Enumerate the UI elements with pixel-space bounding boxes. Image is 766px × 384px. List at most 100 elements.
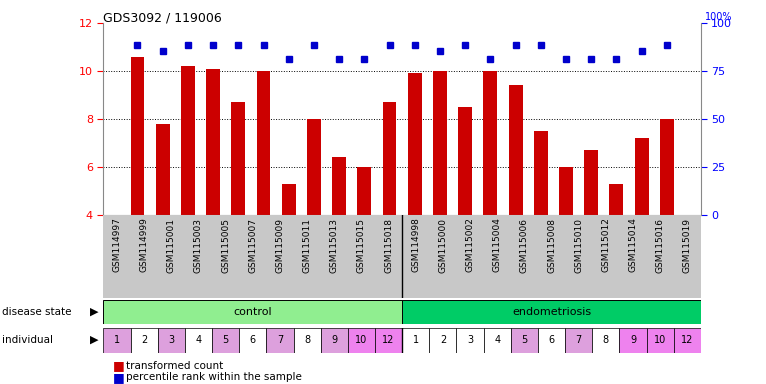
Text: disease state: disease state xyxy=(2,307,71,317)
Text: GSM114997: GSM114997 xyxy=(113,217,122,272)
Bar xyxy=(674,328,701,353)
Text: ▶: ▶ xyxy=(90,335,99,345)
Text: percentile rank within the sample: percentile rank within the sample xyxy=(126,372,303,382)
Text: GSM115001: GSM115001 xyxy=(167,217,176,273)
Text: GSM115015: GSM115015 xyxy=(357,217,366,273)
Text: 9: 9 xyxy=(331,335,337,345)
Bar xyxy=(375,328,402,353)
Text: 4: 4 xyxy=(494,335,500,345)
Text: individual: individual xyxy=(2,335,53,345)
Text: GSM115019: GSM115019 xyxy=(683,217,692,273)
Text: 4: 4 xyxy=(195,335,201,345)
Bar xyxy=(457,328,483,353)
Text: GSM115002: GSM115002 xyxy=(466,217,475,272)
Bar xyxy=(212,328,239,353)
Text: GSM115000: GSM115000 xyxy=(438,217,447,273)
Text: GSM115014: GSM115014 xyxy=(628,217,637,272)
Text: 2: 2 xyxy=(440,335,446,345)
Text: 10: 10 xyxy=(654,335,666,345)
Text: 7: 7 xyxy=(575,335,582,345)
Bar xyxy=(534,131,548,215)
Bar xyxy=(130,328,158,353)
Bar xyxy=(293,328,321,353)
Bar xyxy=(592,328,620,353)
Bar xyxy=(130,56,145,215)
Text: GSM115007: GSM115007 xyxy=(248,217,257,273)
Bar xyxy=(584,150,598,215)
Text: ■: ■ xyxy=(113,371,125,384)
Bar xyxy=(408,73,422,215)
Bar xyxy=(402,328,429,353)
Text: GSM115006: GSM115006 xyxy=(520,217,529,273)
Text: GSM115013: GSM115013 xyxy=(329,217,339,273)
Bar xyxy=(181,66,195,215)
Text: GSM115018: GSM115018 xyxy=(384,217,393,273)
Bar xyxy=(458,107,472,215)
Text: GSM115010: GSM115010 xyxy=(574,217,583,273)
Text: GDS3092 / 119006: GDS3092 / 119006 xyxy=(103,12,222,25)
Text: 100%: 100% xyxy=(705,12,732,22)
Bar xyxy=(307,119,321,215)
Text: 3: 3 xyxy=(467,335,473,345)
Bar xyxy=(610,184,624,215)
Bar xyxy=(620,328,647,353)
Bar xyxy=(429,328,457,353)
Text: GSM115003: GSM115003 xyxy=(194,217,203,273)
Bar xyxy=(509,86,522,215)
Text: 12: 12 xyxy=(681,335,693,345)
Bar xyxy=(433,71,447,215)
Bar xyxy=(185,328,212,353)
Bar xyxy=(282,184,296,215)
Text: GSM115012: GSM115012 xyxy=(601,217,611,272)
Bar xyxy=(158,328,185,353)
Bar xyxy=(103,300,402,324)
Bar xyxy=(358,167,372,215)
Bar xyxy=(103,328,130,353)
Text: GSM115011: GSM115011 xyxy=(303,217,312,273)
Bar xyxy=(660,119,674,215)
Text: 2: 2 xyxy=(141,335,147,345)
Text: 5: 5 xyxy=(222,335,229,345)
Text: endometriosis: endometriosis xyxy=(512,307,591,317)
Text: 9: 9 xyxy=(630,335,636,345)
Text: GSM115005: GSM115005 xyxy=(221,217,230,273)
Text: ▶: ▶ xyxy=(90,307,99,317)
Bar xyxy=(206,69,220,215)
Text: 8: 8 xyxy=(603,335,609,345)
Bar xyxy=(332,157,346,215)
Text: control: control xyxy=(234,307,272,317)
Bar xyxy=(483,328,511,353)
Text: 7: 7 xyxy=(277,335,283,345)
Bar xyxy=(402,300,701,324)
Bar xyxy=(239,328,267,353)
Text: ■: ■ xyxy=(113,359,125,372)
Bar xyxy=(321,328,348,353)
Text: 12: 12 xyxy=(382,335,394,345)
Bar xyxy=(257,71,270,215)
Text: 5: 5 xyxy=(521,335,528,345)
Text: 8: 8 xyxy=(304,335,310,345)
Text: GSM114999: GSM114999 xyxy=(139,217,149,272)
Text: GSM115009: GSM115009 xyxy=(276,217,284,273)
Bar xyxy=(231,102,245,215)
Bar xyxy=(635,138,649,215)
Text: GSM115004: GSM115004 xyxy=(493,217,502,272)
Bar xyxy=(538,328,565,353)
Text: transformed count: transformed count xyxy=(126,361,224,371)
Bar xyxy=(155,124,169,215)
Bar xyxy=(483,71,497,215)
Bar xyxy=(382,102,397,215)
Bar xyxy=(511,328,538,353)
Text: 1: 1 xyxy=(114,335,120,345)
Text: 3: 3 xyxy=(169,335,175,345)
Text: GSM115016: GSM115016 xyxy=(656,217,665,273)
Bar xyxy=(565,328,592,353)
Text: 6: 6 xyxy=(548,335,555,345)
Bar xyxy=(267,328,293,353)
Text: GSM115008: GSM115008 xyxy=(547,217,556,273)
Text: GSM114998: GSM114998 xyxy=(411,217,421,272)
Text: 10: 10 xyxy=(355,335,368,345)
Bar xyxy=(559,167,573,215)
Text: 6: 6 xyxy=(250,335,256,345)
Bar xyxy=(348,328,375,353)
